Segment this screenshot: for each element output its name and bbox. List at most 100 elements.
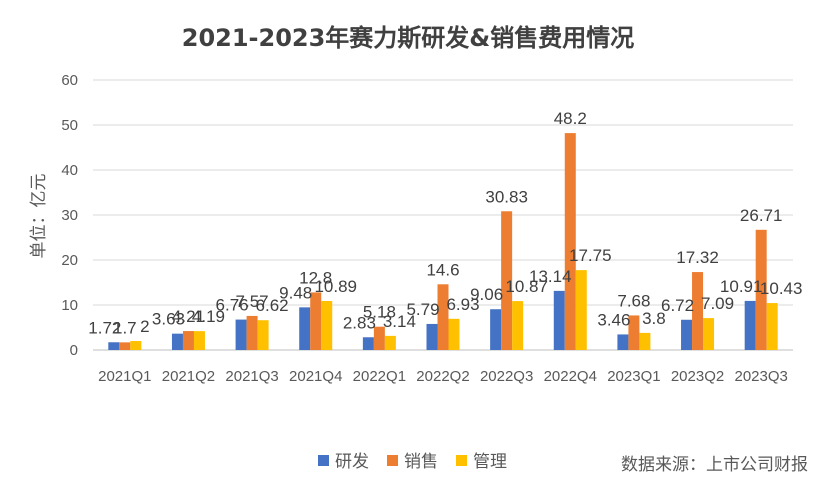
data-label: 2 [140, 317, 149, 336]
bars [108, 133, 778, 350]
x-tick-label: 2023Q1 [607, 368, 660, 385]
data-label: 7.09 [701, 294, 734, 313]
legend-label: 管理 [473, 452, 507, 472]
data-label: 7.57 [236, 292, 269, 311]
data-label: 6.76 [216, 296, 249, 315]
x-tick-label: 2022Q2 [416, 368, 469, 385]
data-label: 10.91 [720, 277, 763, 296]
bar [703, 318, 715, 350]
y-tick-label: 0 [70, 342, 78, 359]
bar [575, 270, 587, 350]
bar [639, 332, 651, 350]
bar [755, 229, 767, 350]
legend-label: 研发 [335, 452, 369, 472]
data-label: 6.62 [256, 296, 289, 315]
data-label: 26.71 [740, 206, 783, 225]
data-label: 6.93 [446, 295, 479, 314]
data-label: 4.19 [192, 307, 225, 326]
bar [512, 301, 524, 350]
data-label: 10.87 [505, 277, 548, 296]
data-label: 1.7 [113, 318, 137, 337]
data-label: 3.8 [642, 309, 666, 328]
bar [490, 309, 502, 350]
bar [501, 211, 513, 350]
gridlines [93, 79, 793, 351]
y-tick-label: 20 [61, 252, 78, 269]
bar [235, 319, 247, 350]
data-label: 2.83 [343, 313, 376, 332]
x-tick-label: 2021Q3 [225, 368, 278, 385]
bar [119, 342, 131, 350]
legend-label: 销售 [404, 452, 438, 472]
y-tick-label: 50 [61, 117, 78, 134]
x-tick-label: 2021Q4 [289, 368, 342, 385]
data-label: 12.8 [299, 268, 332, 287]
bar [182, 331, 194, 350]
x-axis-ticks: 2021Q1 2021Q2 2021Q3 2021Q4 2022Q1 2022Q2 2022… [98, 368, 788, 385]
bar [617, 334, 629, 350]
bar [193, 331, 205, 350]
bar [384, 335, 396, 350]
data-label: 48.2 [554, 109, 587, 128]
data-label: 4.21 [172, 307, 205, 326]
data-label: 14.6 [426, 260, 459, 279]
y-tick-label: 40 [61, 162, 78, 179]
legend-swatch [456, 455, 467, 466]
y-axis-label: 单位：亿元 [29, 174, 49, 259]
data-label: 3.63 [152, 310, 185, 329]
data-label: 9.48 [279, 283, 312, 302]
data-label: 3.14 [383, 312, 416, 331]
legend: 研发 销售 管理 [318, 452, 507, 472]
bar [171, 333, 183, 350]
bar [310, 292, 322, 350]
legend-swatch [318, 455, 329, 466]
data-label: 1.72 [88, 318, 121, 337]
bar [246, 315, 258, 350]
bar [437, 284, 449, 350]
bar [299, 307, 311, 350]
bar [692, 272, 704, 350]
bar [681, 319, 693, 350]
x-tick-label: 2021Q1 [98, 368, 151, 385]
x-tick-label: 2022Q3 [480, 368, 533, 385]
bar [553, 290, 565, 350]
bar [744, 300, 756, 350]
data-label: 6.72 [661, 296, 694, 315]
data-label: 17.75 [569, 246, 612, 265]
data-label: 5.18 [363, 303, 396, 322]
chart-title: 2021-2023年赛力斯研发&销售费用情况 [182, 24, 634, 52]
data-label: 17.32 [676, 248, 719, 267]
data-label: 10.43 [760, 279, 803, 298]
data-label: 30.83 [485, 187, 528, 206]
bar [373, 326, 385, 350]
x-tick-label: 2022Q1 [353, 368, 406, 385]
bar [362, 337, 374, 350]
legend-swatch [387, 455, 398, 466]
bar [448, 318, 460, 350]
bar [321, 300, 333, 350]
y-axis-ticks: 0 10 20 30 40 50 60 [61, 72, 78, 359]
data-label: 7.68 [617, 291, 650, 310]
data-label: 9.06 [470, 285, 503, 304]
bar [108, 342, 120, 350]
data-label: 10.89 [314, 277, 357, 296]
bar [426, 323, 438, 350]
x-tick-label: 2023Q3 [734, 368, 787, 385]
data-label: 3.46 [597, 310, 630, 329]
bar [130, 341, 142, 350]
y-tick-label: 60 [61, 72, 78, 89]
x-tick-label: 2023Q2 [671, 368, 724, 385]
data-labels: 1.721.7 2 3.634.214.196.767.576.629.4812.8… [88, 109, 802, 337]
bar [628, 315, 640, 350]
data-label: 13.14 [529, 267, 572, 286]
x-tick-label: 2021Q2 [162, 368, 215, 385]
y-tick-label: 10 [61, 297, 78, 314]
bar [257, 320, 269, 350]
x-tick-label: 2022Q4 [544, 368, 597, 385]
bar [766, 303, 778, 350]
source-note: 数据来源：上市公司财报 [621, 455, 808, 475]
y-tick-label: 30 [61, 207, 78, 224]
data-label: 5.79 [406, 300, 439, 319]
